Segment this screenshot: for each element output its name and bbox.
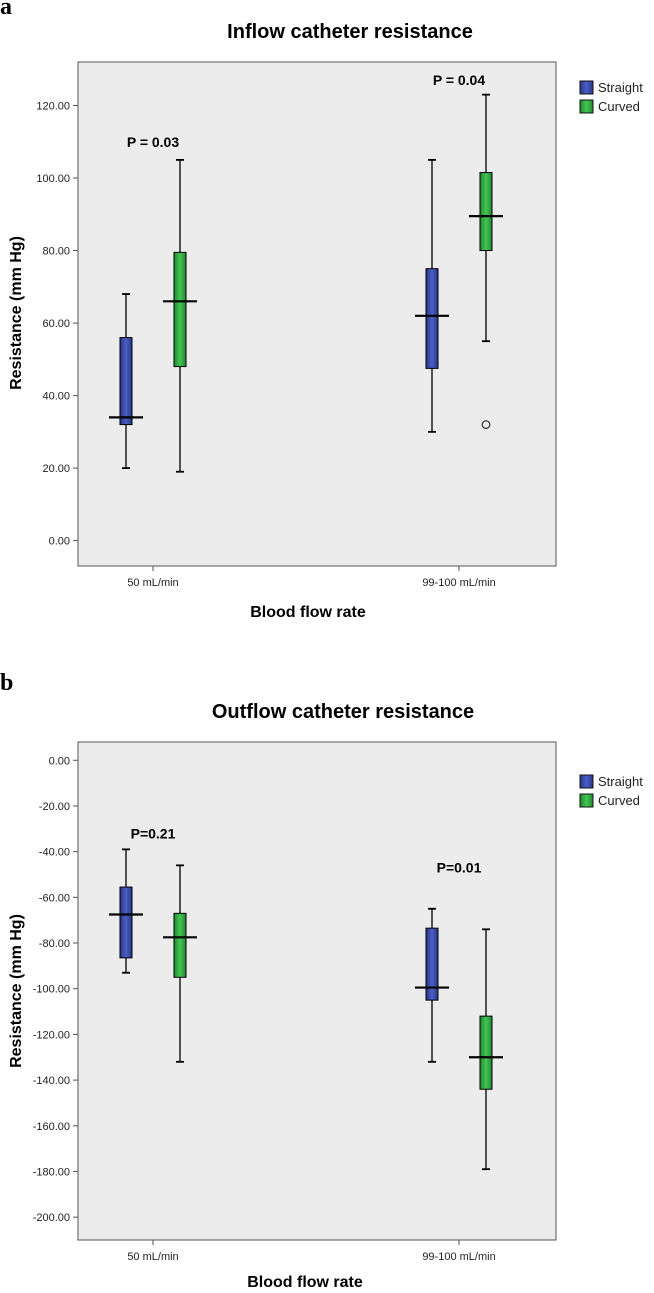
panel-letter-b: b [0,670,13,696]
y-tick-label: 100.00 [36,173,70,185]
p-value-label: P=0.21 [131,825,176,841]
x-axis-label: Blood flow rate [247,1274,363,1291]
annotations: P = 0.03 P = 0.04 [127,72,486,150]
x-axis: 50 mL/min 99-100 mL/min [127,1240,496,1263]
y-tick-label: 0.00 [49,755,70,767]
legend: Straight Curved [579,774,643,808]
legend-label-straight: Straight [598,80,643,95]
y-tick-label: -120.00 [33,1029,70,1041]
y-tick-label: -180.00 [33,1166,70,1178]
x-axis: 50 mL/min 99-100 mL/min [127,566,496,589]
box-curved-1 [163,864,197,1063]
y-tick-label: -20.00 [39,801,70,813]
y-tick-label: -80.00 [39,938,70,950]
box-iqr [173,912,187,978]
panel-b: b Outflow catheter resistance 0.00 -20.00… [0,670,643,1291]
legend: Straight Curved [579,80,643,114]
x-tick-label: 99-100 mL/min [422,577,495,589]
y-tick-label: -100.00 [33,984,70,996]
y-tick-label: -60.00 [39,892,70,904]
box-iqr [173,251,187,368]
box-iqr [425,927,439,1001]
box-curved-2 [469,928,503,1171]
box-iqr [479,172,493,252]
y-tick-label: -40.00 [39,847,70,859]
box-curved-2 [469,93,503,429]
box-iqr [119,886,133,959]
p-value-label: P = 0.04 [433,72,486,88]
legend-label-curved: Curved [598,793,640,808]
box-curved-1 [163,158,197,473]
chart-title: Inflow catheter resistance [227,21,473,43]
box-straight-1 [109,848,143,974]
chart-title: Outflow catheter resistance [212,701,474,723]
legend-swatch-curved [579,793,594,808]
legend-label-curved: Curved [598,99,640,114]
y-tick-label: 0.00 [49,536,70,548]
y-tick-label: 20.00 [42,463,70,475]
x-tick-label: 50 mL/min [127,1251,178,1263]
x-axis-label: Blood flow rate [250,604,366,621]
box-straight-2 [415,158,449,433]
plot-area [77,61,557,567]
y-tick-label: 60.00 [42,318,70,330]
panel-a: a Inflow catheter resistance 0.00 20.00 40… [0,0,643,621]
box-iqr [479,1015,493,1090]
y-axis-label: Resistance (mm Hg) [8,914,25,1068]
x-tick-label: 50 mL/min [127,577,178,589]
box-plots [109,848,503,1171]
y-tick-label: 40.00 [42,391,70,403]
y-tick-label: -140.00 [33,1075,70,1087]
box-iqr [425,268,439,369]
legend-swatch-straight [579,774,594,789]
box-straight-2 [415,907,449,1063]
box-straight-1 [109,293,143,470]
p-value-label: P=0.01 [437,860,482,876]
box-iqr [119,337,133,426]
legend-swatch-straight [579,80,594,95]
y-tick-label: 120.00 [36,101,70,113]
y-tick-label: 80.00 [42,246,70,258]
outlier-point [481,420,491,429]
box-plots [109,93,503,473]
legend-swatch-curved [579,99,594,114]
y-axis-label: Resistance (mm Hg) [8,236,25,390]
p-value-label: P = 0.03 [127,134,180,150]
y-tick-label: -160.00 [33,1121,70,1133]
x-tick-label: 99-100 mL/min [422,1251,495,1263]
panel-letter-a: a [0,0,12,20]
y-axis: 0.00 -20.00 -40.00 -60.00 -80.00 -100.00 -120.… [33,755,78,1224]
y-axis: 0.00 20.00 40.00 60.00 80.00 100.00 120.00 [36,101,78,548]
legend-label-straight: Straight [598,774,643,789]
annotations: P=0.21 P=0.01 [131,825,482,875]
y-tick-label: -200.00 [33,1212,70,1224]
plot-area [77,741,557,1241]
